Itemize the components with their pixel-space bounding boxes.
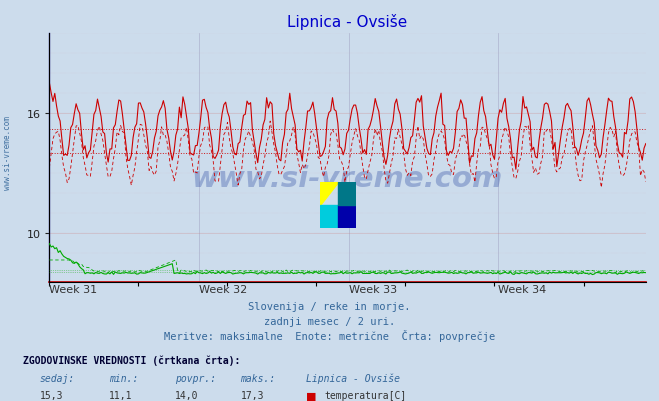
Text: zadnji mesec / 2 uri.: zadnji mesec / 2 uri.	[264, 316, 395, 326]
Text: 14,0: 14,0	[175, 390, 198, 400]
Text: Week 34: Week 34	[498, 285, 546, 295]
Text: temperatura[C]: temperatura[C]	[325, 390, 407, 400]
Text: Lipnica - Ovsiše: Lipnica - Ovsiše	[306, 372, 401, 383]
Text: maks.:: maks.:	[241, 373, 275, 383]
Text: Week 33: Week 33	[349, 285, 397, 295]
Polygon shape	[338, 182, 356, 205]
Text: 11,1: 11,1	[109, 390, 132, 400]
Text: min.:: min.:	[109, 373, 138, 383]
Polygon shape	[320, 205, 338, 229]
Text: 17,3: 17,3	[241, 390, 264, 400]
Text: ■: ■	[306, 390, 317, 400]
Text: sedaj:: sedaj:	[40, 373, 74, 383]
Polygon shape	[320, 182, 338, 205]
Text: povpr.:: povpr.:	[175, 373, 215, 383]
Text: ZGODOVINSKE VREDNOSTI (črtkana črta):: ZGODOVINSKE VREDNOSTI (črtkana črta):	[23, 354, 241, 365]
Text: 15,3: 15,3	[40, 390, 63, 400]
Title: Lipnica - Ovsiše: Lipnica - Ovsiše	[287, 14, 408, 30]
Text: Slovenija / reke in morje.: Slovenija / reke in morje.	[248, 301, 411, 311]
Text: Meritve: maksimalne  Enote: metrične  Črta: povprečje: Meritve: maksimalne Enote: metrične Črta…	[164, 329, 495, 341]
Text: Week 32: Week 32	[199, 285, 247, 295]
Polygon shape	[338, 205, 356, 229]
Text: www.si-vreme.com: www.si-vreme.com	[3, 115, 13, 189]
Text: www.si-vreme.com: www.si-vreme.com	[192, 164, 503, 192]
Text: Week 31: Week 31	[49, 285, 98, 295]
